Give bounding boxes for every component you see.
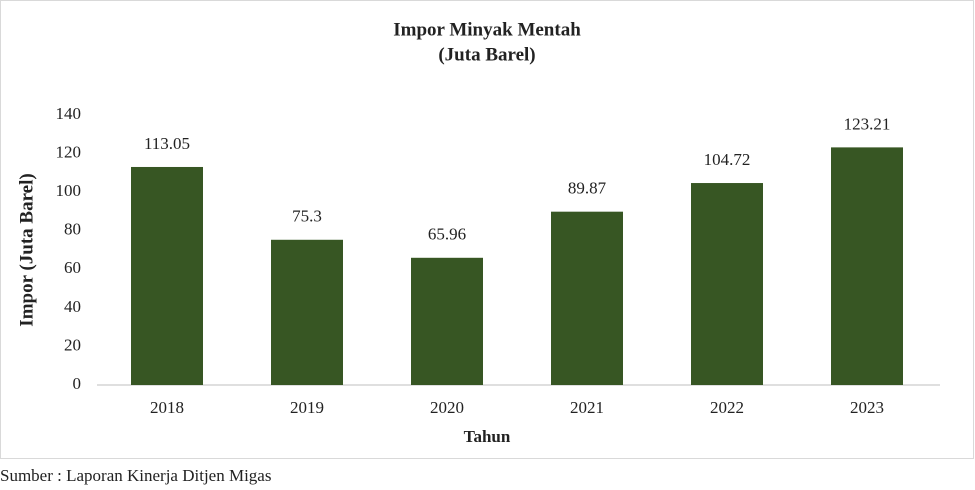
x-tick-label: 2019: [290, 398, 324, 417]
chart-title: Impor Minyak Mentah: [393, 19, 581, 40]
y-tick-label: 100: [56, 181, 82, 200]
x-tick-label: 2018: [150, 398, 184, 417]
bar: [551, 211, 623, 385]
y-tick-label: 20: [64, 335, 81, 354]
value-label: 89.87: [568, 179, 607, 198]
bar: [831, 147, 903, 385]
x-axis-label: Tahun: [464, 427, 511, 446]
x-tick-label: 2023: [850, 398, 884, 417]
y-tick-label: 40: [64, 297, 81, 316]
x-tick-label: 2022: [710, 398, 744, 417]
y-axis-label: Impor (Juta Barel): [16, 173, 37, 326]
y-tick-label: 120: [56, 142, 82, 161]
source-note: Sumber : Laporan Kinerja Ditjen Migas: [0, 466, 271, 485]
y-tick-label: 140: [56, 104, 82, 123]
y-tick-label: 0: [73, 374, 82, 393]
y-tick-label: 60: [64, 258, 81, 277]
x-tick-label: 2020: [430, 398, 464, 417]
bar: [691, 183, 763, 385]
bar: [411, 257, 483, 385]
value-label: 123.21: [844, 114, 891, 133]
y-tick-label: 80: [64, 220, 81, 239]
bar: [271, 239, 343, 385]
x-tick-label: 2021: [570, 398, 604, 417]
chart-subtitle: (Juta Barel): [438, 44, 535, 65]
value-label: 113.05: [144, 134, 190, 153]
value-label: 104.72: [704, 150, 751, 169]
bar: [131, 166, 203, 385]
value-label: 65.96: [428, 225, 466, 244]
value-label: 75.3: [292, 207, 322, 226]
